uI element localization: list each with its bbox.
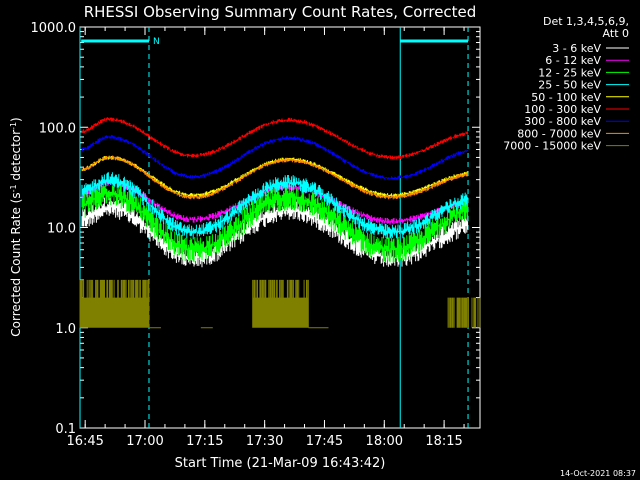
x-axis: 16:45 17:00 17:15 17:30 17:45 18:00 18:15 <box>66 27 465 449</box>
y-tick-label: 1.0 <box>55 322 76 337</box>
legend-label-7: 800 - 7000 keV <box>517 127 601 140</box>
legend-label-3: 25 - 50 keV <box>538 79 601 92</box>
x-axis-label: Start Time (21-Mar-09 16:43:42) <box>175 456 386 471</box>
flag-label-0: N <box>153 37 160 47</box>
x-tick-label: 16:45 <box>66 434 103 449</box>
legend-label-6: 300 - 800 keV <box>524 115 601 128</box>
x-tick-label: 17:45 <box>306 434 343 449</box>
series-line-6 <box>81 134 469 180</box>
legend-label-0: 3 - 6 keV <box>552 42 601 55</box>
series-line-7 <box>81 155 469 200</box>
y-tick-label: 10.0 <box>47 222 76 237</box>
legend-label-5: 100 - 300 keV <box>524 103 601 116</box>
series-group <box>79 117 481 329</box>
legend-header: Det 1,3,4,5,6,9, <box>543 15 629 28</box>
flags-group: N <box>81 37 469 47</box>
y-tick-label: 100.0 <box>39 121 76 136</box>
x-tick-label: 17:30 <box>246 434 283 449</box>
y-tick-label: 0.1 <box>55 422 76 437</box>
series-line-5 <box>81 117 469 160</box>
series-line-8 <box>79 279 481 329</box>
y-axis-label: Corrected Count Rate (s-1 detector-1) <box>9 117 24 336</box>
x-tick-label: 17:15 <box>186 434 223 449</box>
footer-date: 14-Oct-2021 08:37 <box>560 469 636 478</box>
y-tick-label: 1000.0 <box>31 21 77 36</box>
legend-label-1: 6 - 12 keV <box>545 54 601 67</box>
legend-label-4: 50 - 100 keV <box>531 91 601 104</box>
legend-label-8: 7000 - 15000 keV <box>503 140 601 153</box>
legend-label-2: 12 - 25 keV <box>538 66 601 79</box>
x-tick-label: 17:00 <box>126 434 163 449</box>
series-line-2 <box>81 183 469 263</box>
chart-title: RHESSI Observing Summary Count Rates, Co… <box>84 3 477 21</box>
legend-header: Att 0 <box>603 27 629 40</box>
x-tick-label: 18:15 <box>425 434 462 449</box>
x-tick-label: 18:00 <box>366 434 403 449</box>
series-line-3 <box>81 172 469 240</box>
